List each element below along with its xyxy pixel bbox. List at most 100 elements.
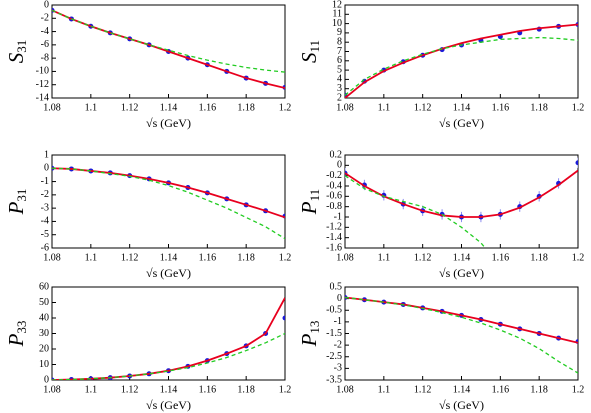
y-tick-label: -1.5 [326, 328, 342, 339]
y-tick-label: 2 [337, 92, 342, 103]
x-tick-label: 1.12 [121, 384, 139, 395]
x-tick-label: 1.14 [160, 252, 178, 263]
y-axis-subscript: 33 [14, 321, 29, 334]
x-tick-label: 1.14 [453, 384, 471, 395]
y-tick-label: 6 [337, 55, 342, 66]
x-tick-label: 1.08 [336, 102, 354, 113]
x-tick-label: 1.08 [43, 252, 61, 263]
x-tick-label: 1.16 [492, 384, 510, 395]
y-axis-symbol: P [4, 333, 28, 347]
plot-frame [51, 154, 286, 249]
y-tick-label: -1.4 [326, 232, 342, 243]
y-tick-label: 1 [44, 149, 49, 160]
x-tick-label: 1.14 [453, 102, 471, 113]
x-tick-label: 1.2 [572, 384, 585, 395]
x-tick-label: 1.1 [378, 102, 391, 113]
y-tick-label: -3 [334, 363, 342, 374]
dashed-line [52, 332, 285, 380]
plot-frame [344, 4, 579, 99]
panel: 1.08 1.1 1.12 1.14 1.16 1.18 1.2 0 10 20 30 40 50 60 √… [4, 281, 291, 411]
y-tick-label: 60 [39, 281, 49, 292]
plot-area [345, 22, 578, 98]
x-axis-label: √s (GeV) [146, 116, 191, 130]
y-axis-label: S11 [297, 40, 322, 63]
y-tick-label: -4 [41, 216, 49, 227]
x-tick-label: 1.18 [530, 252, 548, 263]
y-tick-label: -8 [41, 52, 49, 63]
y-tick-label: -1.6 [326, 242, 342, 253]
y-tick-label: -6 [41, 242, 49, 253]
y-axis-label: P13 [297, 321, 322, 348]
y-axis-symbol: P [4, 201, 28, 215]
y-axis-symbol: S [297, 52, 321, 63]
fit-line [52, 9, 285, 89]
x-axis-label: √s (GeV) [146, 398, 191, 412]
y-tick-label: 0 [337, 293, 342, 304]
dashed-line [52, 9, 285, 73]
x-tick-label: 1.2 [572, 252, 585, 263]
y-axis-symbol: S [4, 52, 28, 63]
plot-area [52, 165, 285, 240]
y-tick-label: -6 [41, 39, 49, 50]
x-tick-label: 1.16 [199, 252, 217, 263]
plot-area [52, 297, 285, 380]
x-tick-label: 1.12 [414, 252, 432, 263]
x-tick-label: 1.18 [530, 384, 548, 395]
x-axis-label: √s (GeV) [439, 116, 484, 130]
x-tick-label: 1.2 [279, 384, 292, 395]
y-axis-label: P11 [297, 189, 322, 215]
dashed-line [345, 36, 578, 96]
y-tick-label: 8 [337, 36, 342, 47]
y-tick-label: -2 [41, 13, 49, 24]
x-tick-label: 1.08 [43, 102, 61, 113]
x-tick-label: 1.14 [160, 102, 178, 113]
x-axis-label: √s (GeV) [439, 398, 484, 412]
y-tick-label: -10 [36, 66, 49, 77]
y-axis-subscript: 13 [307, 321, 322, 334]
y-tick-label: -5 [41, 229, 49, 240]
x-tick-label: 1.14 [160, 384, 178, 395]
y-tick-label: 11 [332, 9, 342, 20]
x-tick-label: 1.18 [237, 102, 255, 113]
y-tick-label: 10 [332, 18, 342, 29]
x-tick-label: 1.12 [121, 252, 139, 263]
x-tick-label: 1.08 [336, 252, 354, 263]
fit-line [345, 296, 578, 344]
dashed-line [345, 175, 487, 248]
panel: 1.08 1.1 1.12 1.14 1.16 1.18 1.2 -1.6-1.4-1.2-1… [297, 149, 584, 279]
y-tick-label: -0.5 [326, 305, 342, 316]
x-tick-label: 1.2 [279, 102, 292, 113]
x-tick-label: 1.14 [453, 252, 471, 263]
y-axis-symbol: P [297, 201, 321, 215]
plot-area [52, 7, 285, 90]
x-tick-label: 1.2 [279, 252, 292, 263]
x-tick-label: 1.16 [492, 252, 510, 263]
plot-frame [344, 154, 579, 249]
x-tick-label: 1.1 [85, 384, 98, 395]
fit-line [345, 23, 578, 98]
x-axis-label: √s (GeV) [146, 266, 191, 280]
y-axis-label: P31 [4, 189, 29, 216]
y-axis-label: P33 [4, 321, 29, 348]
y-tick-label: -0.6 [326, 191, 342, 202]
panel: 1.08 1.1 1.12 1.14 1.16 1.18 1.2-3.5-3-2.5-2-1… [297, 281, 584, 411]
x-tick-label: 1.16 [199, 384, 217, 395]
y-axis-subscript: 11 [307, 40, 322, 53]
x-tick-label: 1.12 [121, 102, 139, 113]
y-tick-label: 10 [39, 359, 49, 370]
x-tick-label: 1.2 [572, 102, 585, 113]
plot-frame [51, 286, 286, 381]
y-tick-label: 0.5 [330, 281, 343, 292]
y-tick-label: 0 [44, 163, 49, 174]
y-tick-label: 0 [44, 0, 49, 10]
x-tick-label: 1.18 [237, 252, 255, 263]
plot-area [345, 157, 578, 248]
x-tick-label: 1.1 [85, 102, 98, 113]
data-point [282, 315, 285, 321]
y-tick-label: -1 [334, 316, 342, 327]
y-tick-label: -4 [41, 26, 49, 37]
x-tick-label: 1.12 [414, 384, 432, 395]
x-tick-label: 1.18 [530, 102, 548, 113]
y-tick-label: 0 [337, 160, 342, 171]
